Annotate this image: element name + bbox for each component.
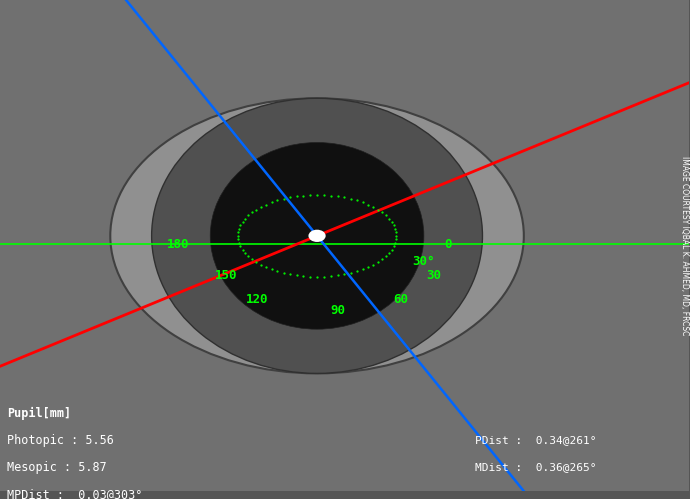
Text: Mesopic : 5.87: Mesopic : 5.87 — [7, 461, 107, 474]
Text: 0: 0 — [444, 238, 452, 250]
Text: 120: 120 — [246, 293, 269, 306]
Text: 150: 150 — [215, 268, 238, 281]
Text: IMAGE COURTESY IQBAL K. AHMED, MD, FRCSC: IMAGE COURTESY IQBAL K. AHMED, MD, FRCSC — [680, 156, 689, 335]
Ellipse shape — [152, 98, 482, 373]
Text: 30: 30 — [426, 268, 441, 281]
Ellipse shape — [210, 143, 424, 329]
Text: 90: 90 — [331, 304, 345, 317]
Text: 30°: 30° — [412, 255, 435, 268]
Text: Pupil[mm]: Pupil[mm] — [7, 407, 71, 420]
Ellipse shape — [110, 98, 524, 373]
Text: 180: 180 — [167, 238, 190, 250]
Text: MDist :  0.36@265°: MDist : 0.36@265° — [475, 462, 596, 472]
Text: MPDist :  0.03@303°: MPDist : 0.03@303° — [7, 488, 142, 499]
Text: 60: 60 — [393, 293, 408, 306]
Text: PDist :  0.34@261°: PDist : 0.34@261° — [475, 435, 596, 445]
Text: Photopic : 5.56: Photopic : 5.56 — [7, 434, 114, 447]
Ellipse shape — [308, 230, 326, 242]
